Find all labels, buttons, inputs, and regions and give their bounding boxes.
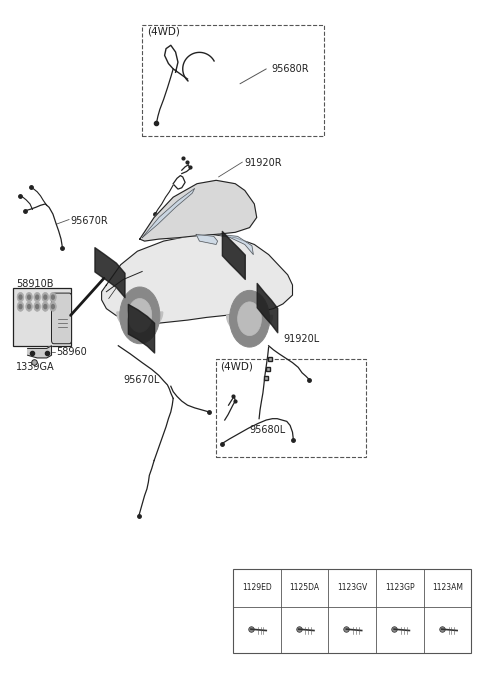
Bar — [233, 569, 471, 653]
Text: 1129ED: 1129ED — [242, 582, 272, 592]
Circle shape — [26, 292, 33, 302]
Circle shape — [49, 292, 56, 302]
Circle shape — [229, 290, 270, 347]
Circle shape — [49, 302, 56, 311]
Circle shape — [36, 295, 38, 299]
Circle shape — [28, 304, 31, 308]
Polygon shape — [218, 235, 253, 255]
Circle shape — [238, 302, 262, 336]
Circle shape — [36, 304, 38, 308]
Text: 58960: 58960 — [56, 347, 87, 357]
Text: 58910B: 58910B — [16, 279, 53, 289]
Circle shape — [28, 295, 31, 299]
Text: 95680R: 95680R — [271, 64, 309, 74]
FancyBboxPatch shape — [51, 293, 72, 344]
Polygon shape — [102, 235, 292, 324]
Circle shape — [17, 292, 24, 302]
Text: 95680L: 95680L — [250, 425, 286, 435]
Circle shape — [34, 302, 40, 311]
Circle shape — [51, 295, 54, 299]
Circle shape — [128, 298, 152, 332]
Circle shape — [51, 304, 54, 308]
Text: 91920R: 91920R — [245, 159, 282, 168]
Text: (4WD): (4WD) — [220, 361, 253, 371]
FancyBboxPatch shape — [13, 288, 71, 346]
Text: 1125DA: 1125DA — [289, 582, 320, 592]
Text: 95670R: 95670R — [71, 216, 108, 226]
Circle shape — [17, 302, 24, 311]
Polygon shape — [28, 346, 51, 358]
Circle shape — [42, 292, 48, 302]
Text: 1339GA: 1339GA — [16, 362, 54, 372]
Circle shape — [42, 302, 48, 311]
Text: 91920L: 91920L — [283, 334, 319, 344]
Circle shape — [19, 295, 22, 299]
Bar — [216, 359, 366, 457]
Text: 1123GV: 1123GV — [337, 582, 367, 592]
Text: (4WD): (4WD) — [147, 26, 180, 37]
Polygon shape — [142, 188, 195, 238]
Polygon shape — [196, 235, 217, 245]
Circle shape — [120, 287, 160, 344]
Text: 1123GP: 1123GP — [385, 582, 415, 592]
Circle shape — [44, 295, 47, 299]
Circle shape — [34, 292, 40, 302]
Bar — [142, 25, 324, 136]
Polygon shape — [140, 180, 257, 241]
Text: 1123AM: 1123AM — [432, 582, 463, 592]
Polygon shape — [117, 312, 163, 332]
Circle shape — [44, 304, 47, 308]
Circle shape — [26, 302, 33, 311]
Polygon shape — [227, 315, 273, 335]
Text: 95670L: 95670L — [123, 374, 159, 384]
Circle shape — [19, 304, 22, 308]
